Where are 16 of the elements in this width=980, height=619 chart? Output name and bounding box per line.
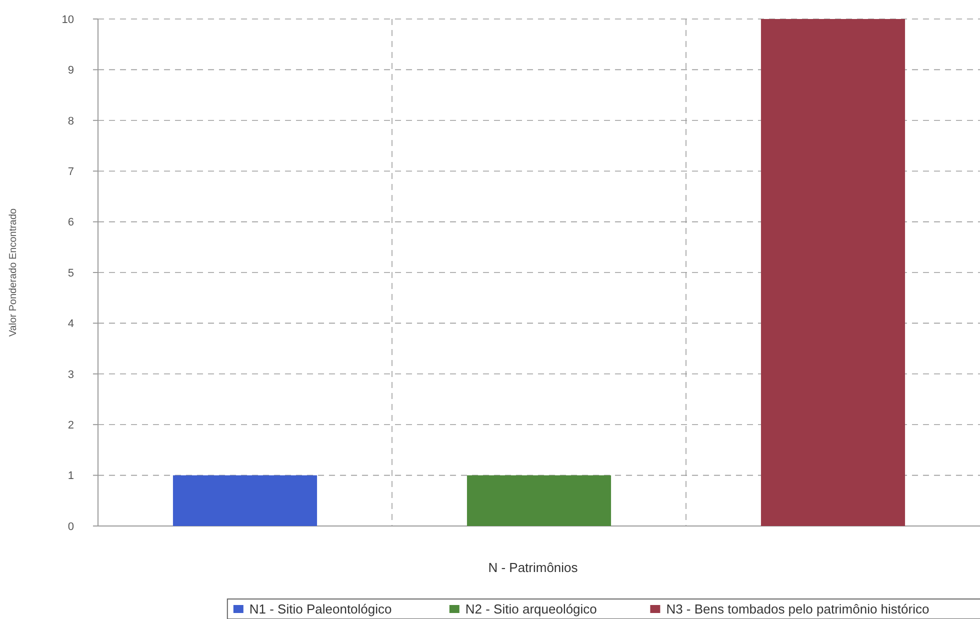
y-tick-label: 10 <box>62 14 74 26</box>
y-tick-label: 7 <box>68 166 74 178</box>
x-axis-title: N - Patrimônios <box>488 560 578 575</box>
y-tick-label: 1 <box>68 470 74 482</box>
y-tick-label: 8 <box>68 115 74 128</box>
y-tick-label: 6 <box>68 216 74 229</box>
y-tick-label: 3 <box>68 368 74 381</box>
y-axis-title: Valor Ponderado Encontrado <box>8 208 19 337</box>
y-tick-label: 5 <box>68 267 74 280</box>
legend-label: N3 - Bens tombados pelo patrimônio histórico <box>666 602 930 617</box>
y-tick-label: 0 <box>68 520 74 533</box>
legend-label: N2 - Sitio arqueológico <box>465 602 597 617</box>
y-tick-label: 9 <box>68 64 74 77</box>
legend-label: N1 - Sitio Paleontológico <box>249 602 392 617</box>
y-tick-label: 2 <box>68 419 74 432</box>
y-tick-label: 4 <box>68 318 74 330</box>
